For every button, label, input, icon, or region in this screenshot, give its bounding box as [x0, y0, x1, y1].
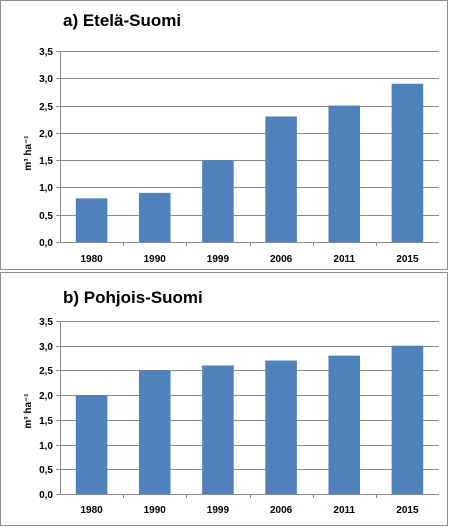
y-tick-label: 2,0: [39, 129, 53, 140]
bar: [391, 345, 424, 494]
bar: [75, 395, 108, 494]
y-tick-label: 1,0: [39, 441, 53, 452]
chart-a-ylabel: m³ ha⁻¹: [23, 135, 34, 171]
bar: [265, 360, 297, 494]
x-tick-label: 2011: [333, 254, 355, 265]
chart-a-plot: 0,0 0,5 1,0 1,5 2,0 2,5 3,0 3,5 1980 1990 1999 2006…: [39, 47, 439, 265]
y-tick-label: 1,0: [39, 183, 53, 194]
chart-b-svg: b) Pohjois-Suomi m³ ha⁻¹ 0,0 0,5 1,0 1,5 2,0…: [23, 288, 439, 516]
chart-b-ylabel: m³ ha⁻¹: [23, 393, 34, 429]
bar: [265, 116, 297, 242]
bar: [138, 370, 171, 494]
y-tick-label: 2,5: [39, 102, 53, 113]
chart-panel-a: a) Etelä-Suomi m³ ha⁻¹ 0,0 0,5 1,0 1,5 2,0 2,…: [0, 0, 448, 270]
y-tick-label: 1,5: [39, 156, 53, 167]
x-tick-label: 1990: [144, 505, 167, 516]
x-tick-label: 2015: [396, 505, 419, 516]
bar: [328, 105, 361, 242]
y-tick-label: 3,5: [39, 317, 53, 328]
bar: [75, 198, 108, 242]
x-tick-label: 2006: [270, 254, 293, 265]
x-tick-label: 1990: [144, 254, 167, 265]
chart-a-ylabel-text: m³ ha⁻¹: [23, 135, 34, 171]
y-tick-label: 2,5: [39, 366, 53, 377]
y-tick-label: 3,0: [39, 342, 53, 353]
x-tick-label: 1999: [207, 505, 230, 516]
chart-a-title: a) Etelä-Suomi: [63, 11, 181, 30]
y-tick-label: 2,0: [39, 391, 53, 402]
chart-b-plot: 0,0 0,5 1,0 1,5 2,0 2,5 3,0 3,5 1980 1990 1999 2006…: [39, 317, 439, 516]
x-tick-label: 1999: [207, 254, 230, 265]
x-tick-label: 2011: [333, 505, 355, 516]
y-tick-label: 3,0: [39, 74, 53, 85]
y-tick-label: 0,5: [39, 465, 53, 476]
chart-a-svg: a) Etelä-Suomi m³ ha⁻¹ 0,0 0,5 1,0 1,5 2,0 2,…: [23, 11, 439, 265]
y-tick-label: 0,5: [39, 211, 53, 222]
x-tick-label: 1980: [80, 505, 103, 516]
y-tick-label: 1,5: [39, 416, 53, 427]
bar: [138, 192, 171, 242]
chart-b-title: b) Pohjois-Suomi: [63, 288, 203, 307]
bar: [391, 83, 424, 242]
bar: [202, 365, 234, 494]
y-tick-label: 3,5: [39, 47, 53, 58]
y-tick-label: 0,0: [39, 490, 53, 501]
y-tick-label: 0,0: [39, 238, 53, 249]
x-tick-label: 2015: [396, 254, 419, 265]
x-tick-label: 1980: [80, 254, 103, 265]
chart-b-ylabel-text: m³ ha⁻¹: [23, 393, 34, 429]
bar: [202, 160, 234, 242]
x-tick-label: 2006: [270, 505, 293, 516]
chart-panel-b: b) Pohjois-Suomi m³ ha⁻¹ 0,0 0,5 1,0 1,5 2,0…: [0, 272, 448, 526]
bar: [328, 355, 361, 494]
